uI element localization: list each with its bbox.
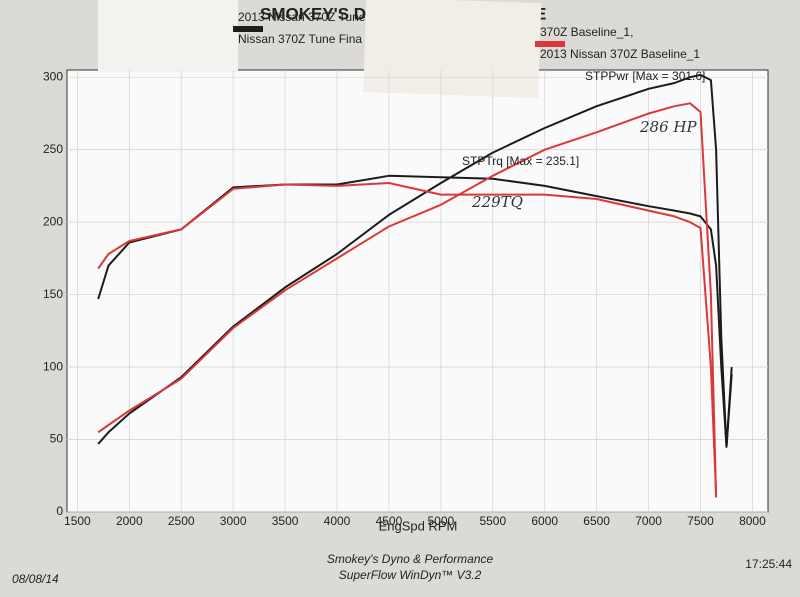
power-line	[97, 102, 718, 498]
x-tick-label: 7000	[635, 514, 662, 528]
x-tick-label: 3000	[220, 514, 247, 528]
torque-line	[97, 182, 718, 495]
x-tick-label: 4500	[376, 514, 403, 528]
annotation: STPPwr [Max = 301.6]	[585, 69, 705, 83]
y-tick-label: 50	[50, 432, 64, 446]
annotation: 286 HP	[639, 118, 697, 136]
sticker	[363, 0, 542, 99]
plot-area	[66, 69, 769, 513]
x-tick-label: 2000	[116, 514, 143, 528]
x-axis-label: EngSpd RPM	[379, 518, 458, 533]
legend-swatch	[233, 26, 263, 32]
annotation: STPTrq [Max = 235.1]	[462, 154, 579, 168]
x-tick-label: 3500	[272, 514, 299, 528]
legend-header: 2013 Nissan 370Z Tune	[238, 10, 366, 24]
legend-label: 2013 Nissan 370Z Baseline_1	[540, 47, 700, 61]
x-tick-label: 2500	[168, 514, 195, 528]
x-tick-label: 6000	[531, 514, 558, 528]
y-tick-label: 300	[43, 69, 63, 83]
power-line	[97, 73, 733, 448]
x-tick-label: 1500	[64, 514, 91, 528]
y-tick-label: 100	[43, 359, 63, 373]
x-tick-label: 4000	[324, 514, 351, 528]
sticker	[98, 0, 238, 72]
y-tick-label: 0	[56, 504, 63, 518]
x-tick-label: 6500	[583, 514, 610, 528]
x-tick-label: 5500	[479, 514, 506, 528]
footer: SuperFlow WinDyn™ V3.2	[339, 568, 482, 582]
legend-swatch	[535, 41, 565, 47]
date: 08/08/14	[12, 572, 59, 586]
annotation: 229TQ	[471, 193, 523, 211]
y-tick-label: 250	[43, 142, 63, 156]
footer: Smokey's Dyno & Performance	[327, 552, 494, 566]
y-tick-label: 200	[43, 214, 63, 228]
y-tick-label: 150	[43, 287, 63, 301]
x-tick-label: 8000	[739, 514, 766, 528]
x-tick-label: 7500	[687, 514, 714, 528]
x-tick-label: 5000	[428, 514, 455, 528]
legend-header: 370Z Baseline_1,	[540, 25, 633, 39]
time: 17:25:44	[745, 557, 792, 571]
chart-title: SMOKEY'S DY	[260, 4, 378, 23]
legend-label: Nissan 370Z Tune Fina	[238, 32, 362, 46]
